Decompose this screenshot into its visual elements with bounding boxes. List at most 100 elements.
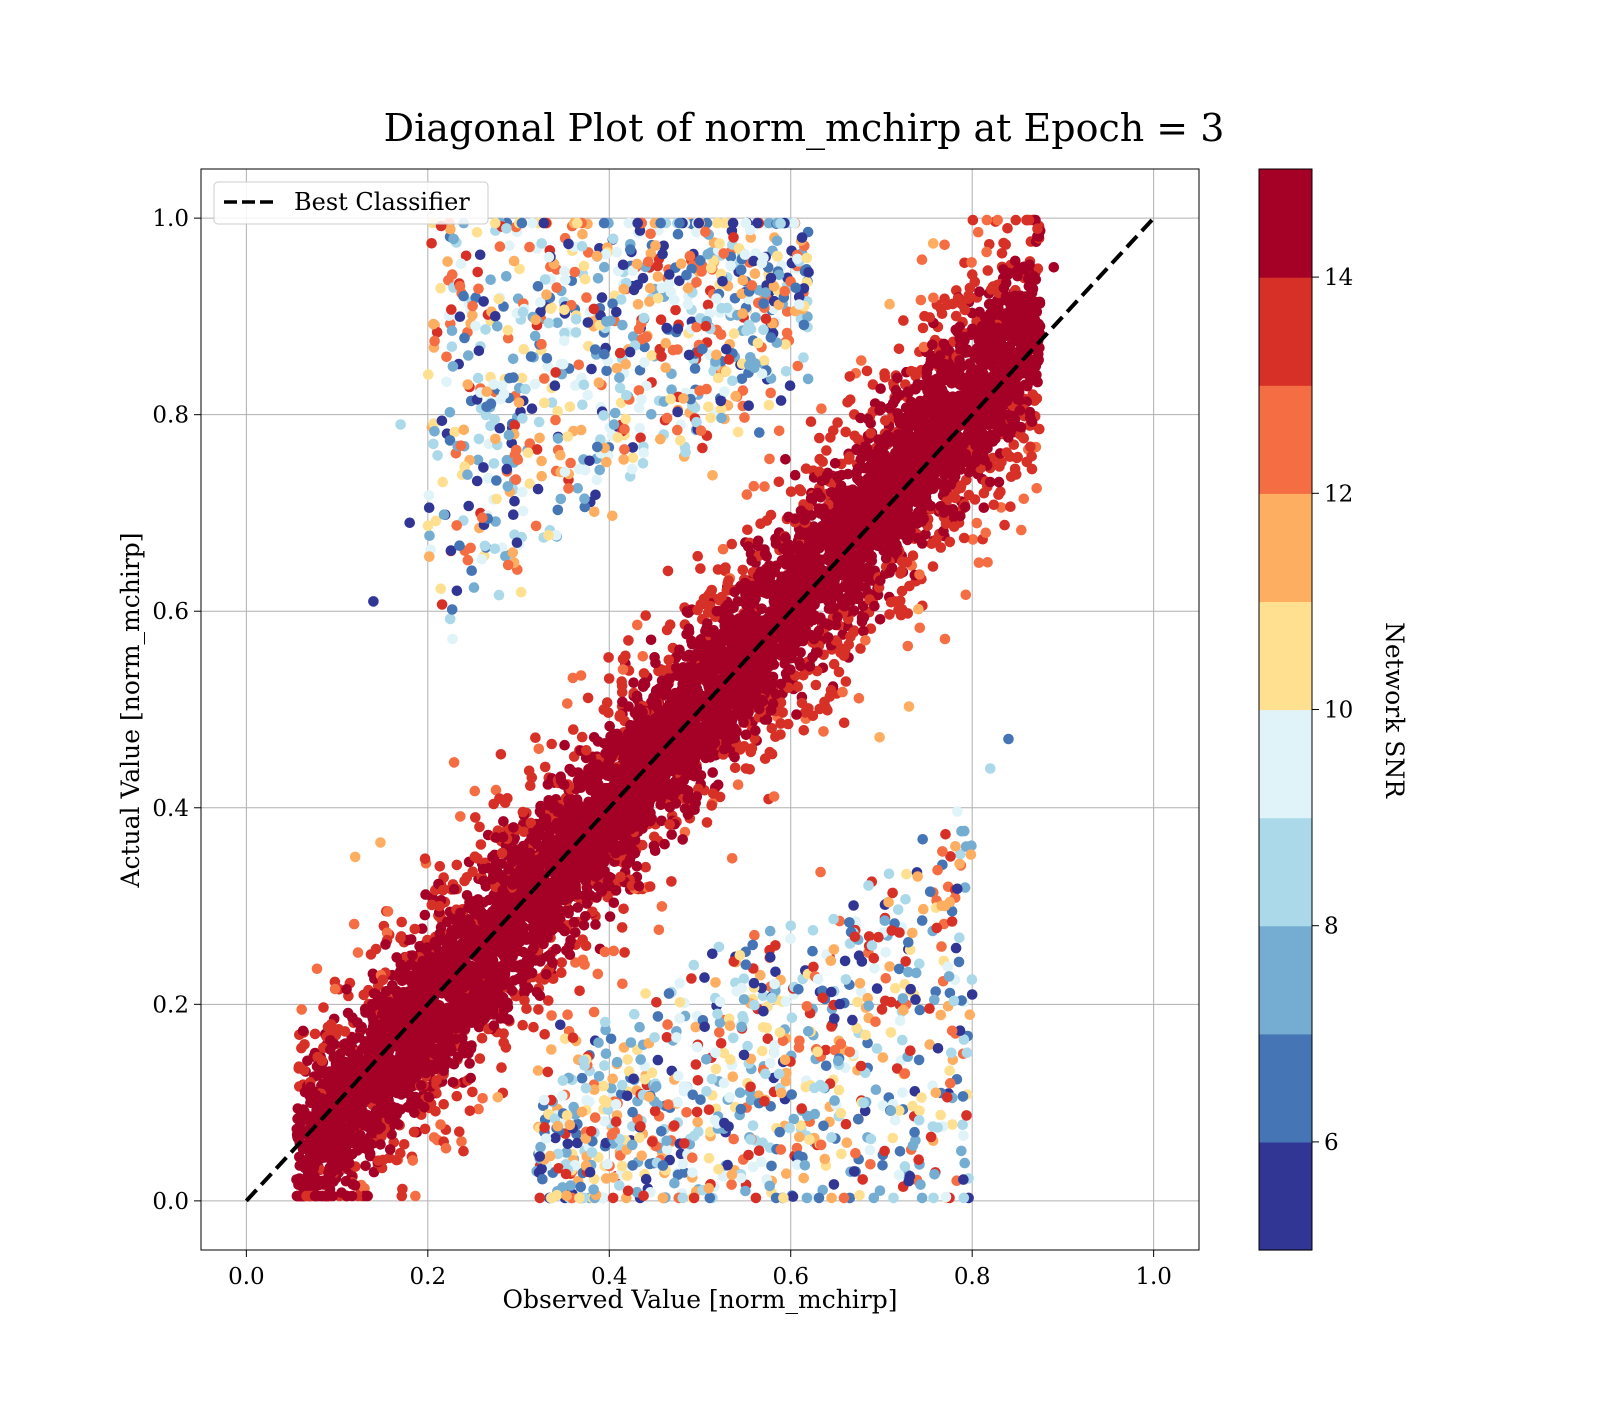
scatter-point: [645, 881, 656, 892]
scatter-point: [349, 919, 360, 930]
scatter-point: [727, 376, 738, 387]
scatter-point: [446, 304, 457, 315]
scatter-point: [296, 1004, 307, 1015]
scatter-point: [765, 388, 776, 399]
scatter-point: [476, 839, 487, 850]
scatter-point: [696, 266, 707, 277]
scatter-point: [664, 269, 675, 280]
scatter-point: [1031, 483, 1042, 494]
scatter-point: [717, 276, 728, 287]
scatter-point: [536, 471, 547, 482]
scatter-point: [854, 693, 865, 704]
scatter-point: [530, 732, 541, 743]
scatter-point: [918, 323, 929, 334]
scatter-point: [992, 215, 1003, 226]
scatter-point: [1024, 215, 1035, 226]
scatter-point: [429, 426, 440, 437]
scatter-point: [692, 551, 703, 562]
scatter-point: [632, 259, 643, 270]
scatter-point: [685, 251, 696, 262]
scatter-point: [292, 1131, 303, 1142]
scatter-point: [970, 277, 981, 288]
scatter-point: [617, 320, 628, 331]
scatter-point: [517, 1020, 528, 1031]
scatter-point: [423, 369, 434, 380]
scatter-point: [445, 614, 456, 625]
scatter-point: [729, 328, 740, 339]
scatter-point: [501, 271, 512, 282]
scatter-point: [691, 227, 702, 238]
scatter-point: [939, 240, 950, 251]
scatter-point: [733, 427, 744, 438]
scatter-point: [602, 697, 613, 708]
scatter-point: [607, 511, 618, 522]
scatter-point: [677, 834, 688, 845]
scatter-point: [737, 308, 748, 319]
scatter-point: [791, 709, 802, 720]
scatter-point: [738, 565, 749, 576]
scatter-point: [579, 920, 590, 931]
scatter-point: [982, 215, 993, 226]
scatter-point: [722, 303, 733, 314]
scatter-point: [759, 481, 770, 492]
scatter-point: [785, 380, 796, 391]
scatter-point: [459, 876, 470, 887]
scatter-point: [426, 238, 437, 249]
scatter-point: [459, 333, 470, 344]
scatter-point: [470, 786, 481, 797]
scatter-point: [449, 757, 460, 768]
scatter-point: [770, 731, 781, 742]
scatter-point: [395, 933, 406, 944]
scatter-point: [408, 1155, 419, 1166]
scatter-point: [842, 397, 853, 408]
scatter-point: [1027, 464, 1038, 475]
scatter-point: [563, 483, 574, 494]
scatter-point: [1028, 284, 1039, 295]
scatter-point: [973, 227, 984, 238]
scatter-point: [914, 569, 925, 580]
scatter-point: [294, 1061, 305, 1072]
scatter-point: [811, 680, 822, 691]
scatter-point: [480, 541, 491, 552]
scatter-point: [565, 401, 576, 412]
scatter-point: [598, 410, 609, 421]
scatter-point: [447, 325, 458, 336]
scatter-point: [754, 427, 765, 438]
scatter-point: [317, 1055, 328, 1066]
scatter-point: [774, 477, 785, 488]
scatter-point: [477, 1033, 488, 1044]
scatter-point: [806, 416, 817, 427]
scatter-point: [513, 455, 524, 466]
scatter-point: [615, 872, 626, 883]
scatter-point: [553, 433, 564, 444]
scatter-point: [999, 520, 1010, 531]
scatter-point: [663, 566, 674, 577]
scatter-point: [951, 311, 962, 322]
scatter-point: [491, 494, 502, 505]
scatter-point: [442, 256, 453, 267]
scatter-point: [490, 218, 501, 229]
scatter-point: [1011, 215, 1022, 226]
scatter-point: [1019, 494, 1030, 505]
scatter-point: [1016, 525, 1027, 536]
scatter-point: [528, 1022, 539, 1033]
scatter-point: [427, 900, 438, 911]
scatter-point: [860, 635, 871, 646]
scatter-point: [844, 639, 855, 650]
scatter-point: [673, 324, 684, 335]
scatter-point: [456, 1136, 467, 1147]
scatter-point: [581, 292, 592, 303]
scatter-point: [493, 1092, 504, 1103]
scatter-point: [604, 673, 615, 684]
scatter-point: [790, 470, 801, 481]
scatter-point: [618, 260, 629, 271]
scatter-point: [525, 780, 536, 791]
scatter-point: [620, 414, 631, 425]
scatter-point: [586, 364, 597, 375]
scatter-point: [431, 1075, 442, 1086]
scatter-point: [979, 502, 990, 513]
scatter-point: [730, 763, 741, 774]
scatter-point: [794, 484, 805, 495]
scatter-point: [617, 979, 628, 990]
scatter-point: [768, 698, 779, 709]
